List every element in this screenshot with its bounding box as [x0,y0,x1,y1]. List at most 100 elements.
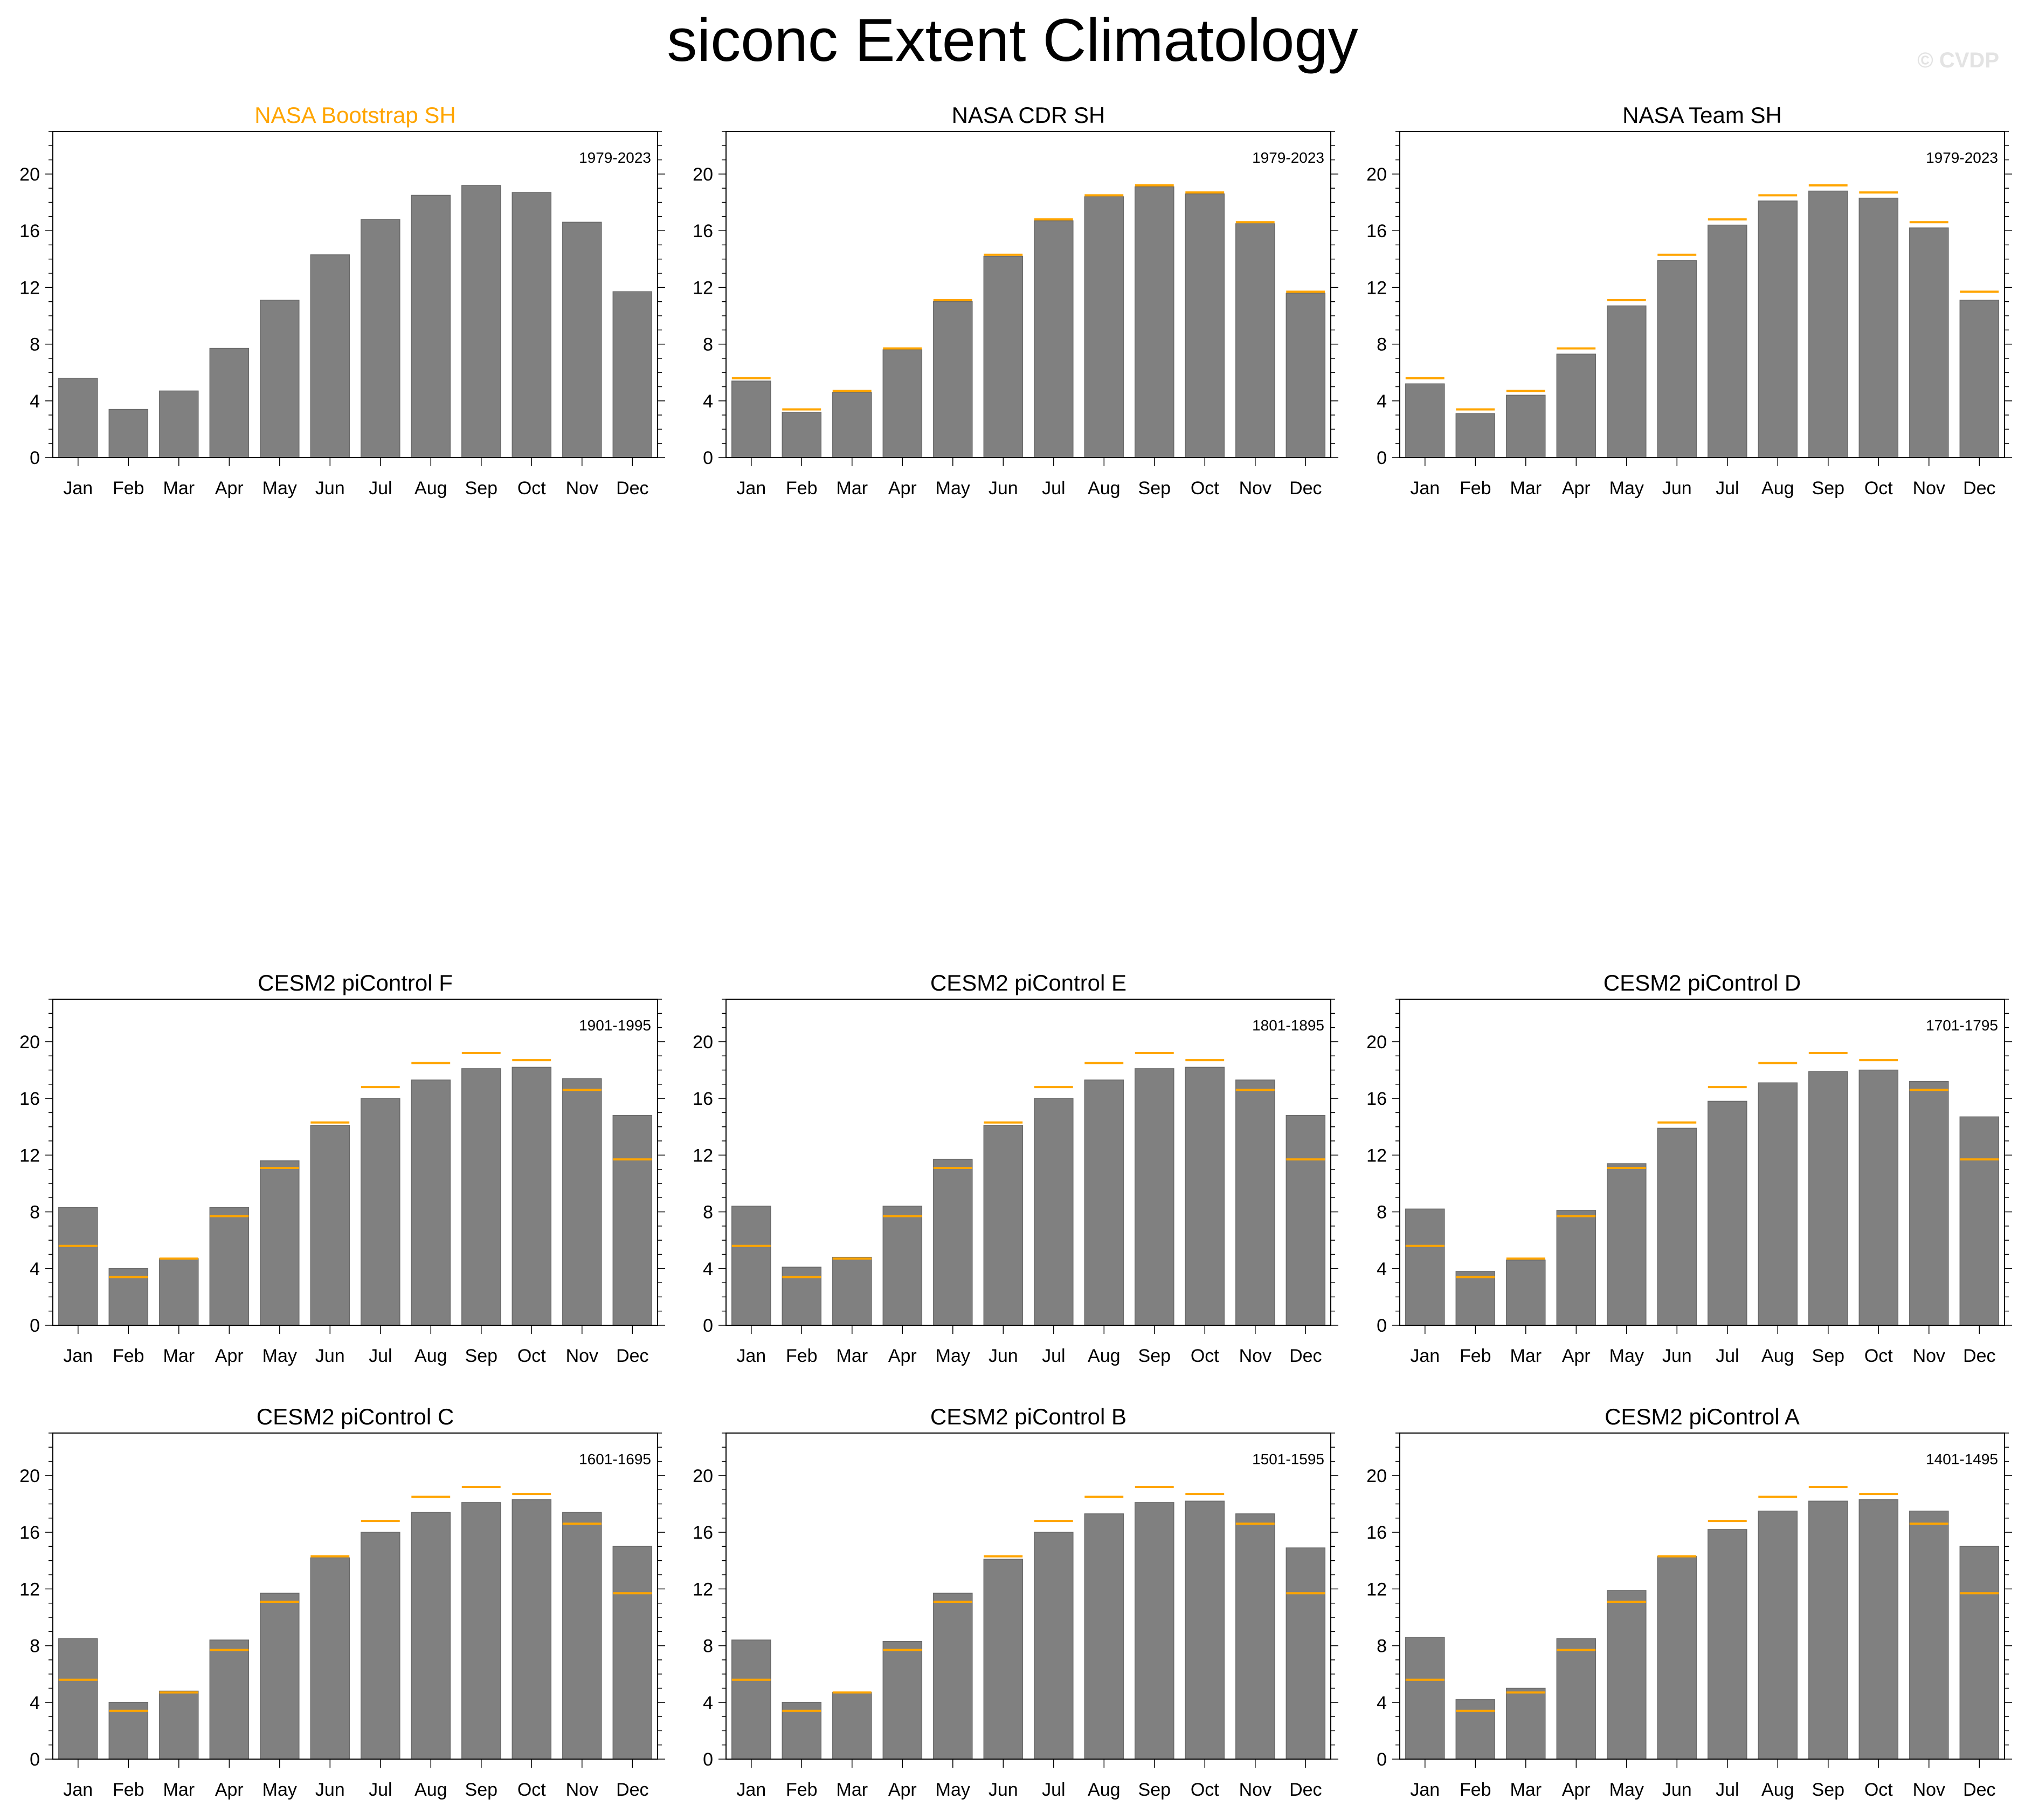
bar [461,1502,501,1760]
bar [1286,293,1326,458]
period-label: 1701-1795 [1926,1017,1998,1034]
y-tick-label: 16 [1366,221,1387,241]
x-tick-label: Jan [63,478,93,499]
bar [1708,224,1747,458]
bar [832,392,872,458]
y-tick-label: 16 [19,221,40,241]
y-tick-label: 12 [693,1145,713,1166]
bar [411,195,451,458]
bar [1235,1079,1275,1326]
x-tick-label: Jul [1716,1780,1739,1800]
bar [933,1159,973,1326]
bar [1607,1163,1647,1326]
bar [260,1160,300,1326]
x-tick-label: Dec [1963,478,1995,499]
bar [1556,354,1596,458]
x-tick-label: Jun [989,1780,1018,1800]
x-tick-label: Dec [616,1346,648,1366]
bar [1405,1208,1445,1326]
y-tick-label: 20 [19,1032,40,1053]
x-tick-label: Dec [1289,1780,1322,1800]
bar [731,1206,771,1326]
bar [1185,1500,1225,1760]
y-tick-label: 0 [703,1316,713,1336]
plot-frame [725,999,1331,1326]
y-tick-label: 4 [30,1693,40,1713]
bar [782,1267,822,1326]
x-tick-label: Jan [1410,1780,1440,1800]
x-tick-label: May [936,1780,970,1800]
x-tick-label: Apr [888,1780,917,1800]
x-tick-label: Nov [566,478,598,499]
y-tick-label: 0 [703,448,713,468]
x-tick-label: Jun [1662,1780,1692,1800]
x-tick-label: Sep [1138,1346,1171,1366]
x-tick-label: Apr [215,478,244,499]
bar [512,1499,552,1760]
x-tick-label: Sep [1138,1780,1171,1800]
bar [1808,1071,1848,1326]
x-tick-label: Mar [837,1780,868,1800]
bar [209,1207,250,1326]
bar [1858,197,1899,458]
x-tick-label: Sep [1138,478,1171,499]
x-tick-label: Nov [1239,1346,1271,1366]
bar-chart-panel: 0 4 8 12 16 20 Jan Feb Mar Apr May Jun Jul Aug Sep Oct N… [19,970,665,1366]
x-tick-label: Aug [414,1780,447,1800]
x-tick-label: May [936,1346,970,1366]
bar [983,1125,1024,1326]
x-tick-label: Sep [465,478,498,499]
x-tick-label: Oct [1864,1346,1893,1366]
x-tick-label: Jun [1662,478,1692,499]
y-tick-label: 4 [30,391,40,412]
y-tick-label: 0 [1377,448,1387,468]
bar [1405,1637,1445,1760]
bar [1506,1687,1546,1760]
period-label: 1979-2023 [1926,149,1998,166]
bar [1556,1638,1596,1760]
x-tick-label: Dec [616,1780,648,1800]
bar [1084,1079,1124,1326]
bar [1909,1510,1949,1760]
x-tick-label: May [1609,478,1644,499]
y-tick-label: 0 [1377,1749,1387,1770]
y-tick-label: 20 [1366,1466,1387,1486]
y-tick-label: 8 [1377,1636,1387,1657]
x-tick-label: Jul [369,1346,392,1366]
bar [1034,220,1074,458]
x-tick-label: Mar [163,478,195,499]
bar-chart-panel: 0 4 8 12 16 20 Jan Feb Mar Apr May Jun Jul Aug Sep Oct N… [693,102,1338,499]
y-tick-label: 12 [19,1579,40,1600]
period-label: 1601-1695 [579,1451,651,1468]
x-tick-label: Aug [1761,1780,1794,1800]
bar [411,1512,451,1760]
y-tick-label: 12 [1366,1145,1387,1166]
bar [1758,200,1798,458]
bar [731,1639,771,1760]
bar [361,1098,400,1326]
x-tick-label: Apr [1562,478,1591,499]
y-tick-label: 4 [703,391,713,412]
bar [1959,300,2000,458]
chart-title: CESM2 piControl D [1604,970,1801,995]
y-tick-label: 20 [1366,164,1387,185]
y-tick-label: 20 [693,1032,713,1053]
x-tick-label: May [936,478,970,499]
y-tick-label: 4 [1377,391,1387,412]
period-label: 1979-2023 [579,149,651,166]
plot-frame [725,131,1331,458]
bar [882,1641,923,1760]
bar [1607,305,1647,458]
bar [260,1593,300,1760]
y-tick-label: 4 [1377,1693,1387,1713]
y-tick-label: 0 [30,1749,40,1770]
x-tick-label: Aug [1088,1780,1121,1800]
x-tick-label: Jun [989,478,1018,499]
x-tick-label: Jan [63,1346,93,1366]
chart-title: NASA Bootstrap SH [254,102,456,128]
bar [512,1067,552,1326]
y-tick-label: 12 [693,1579,713,1600]
bar-chart-panel: 0 4 8 12 16 20 Jan Feb Mar Apr May Jun Jul Aug Sep Oct N… [19,102,665,499]
bar [731,380,771,458]
